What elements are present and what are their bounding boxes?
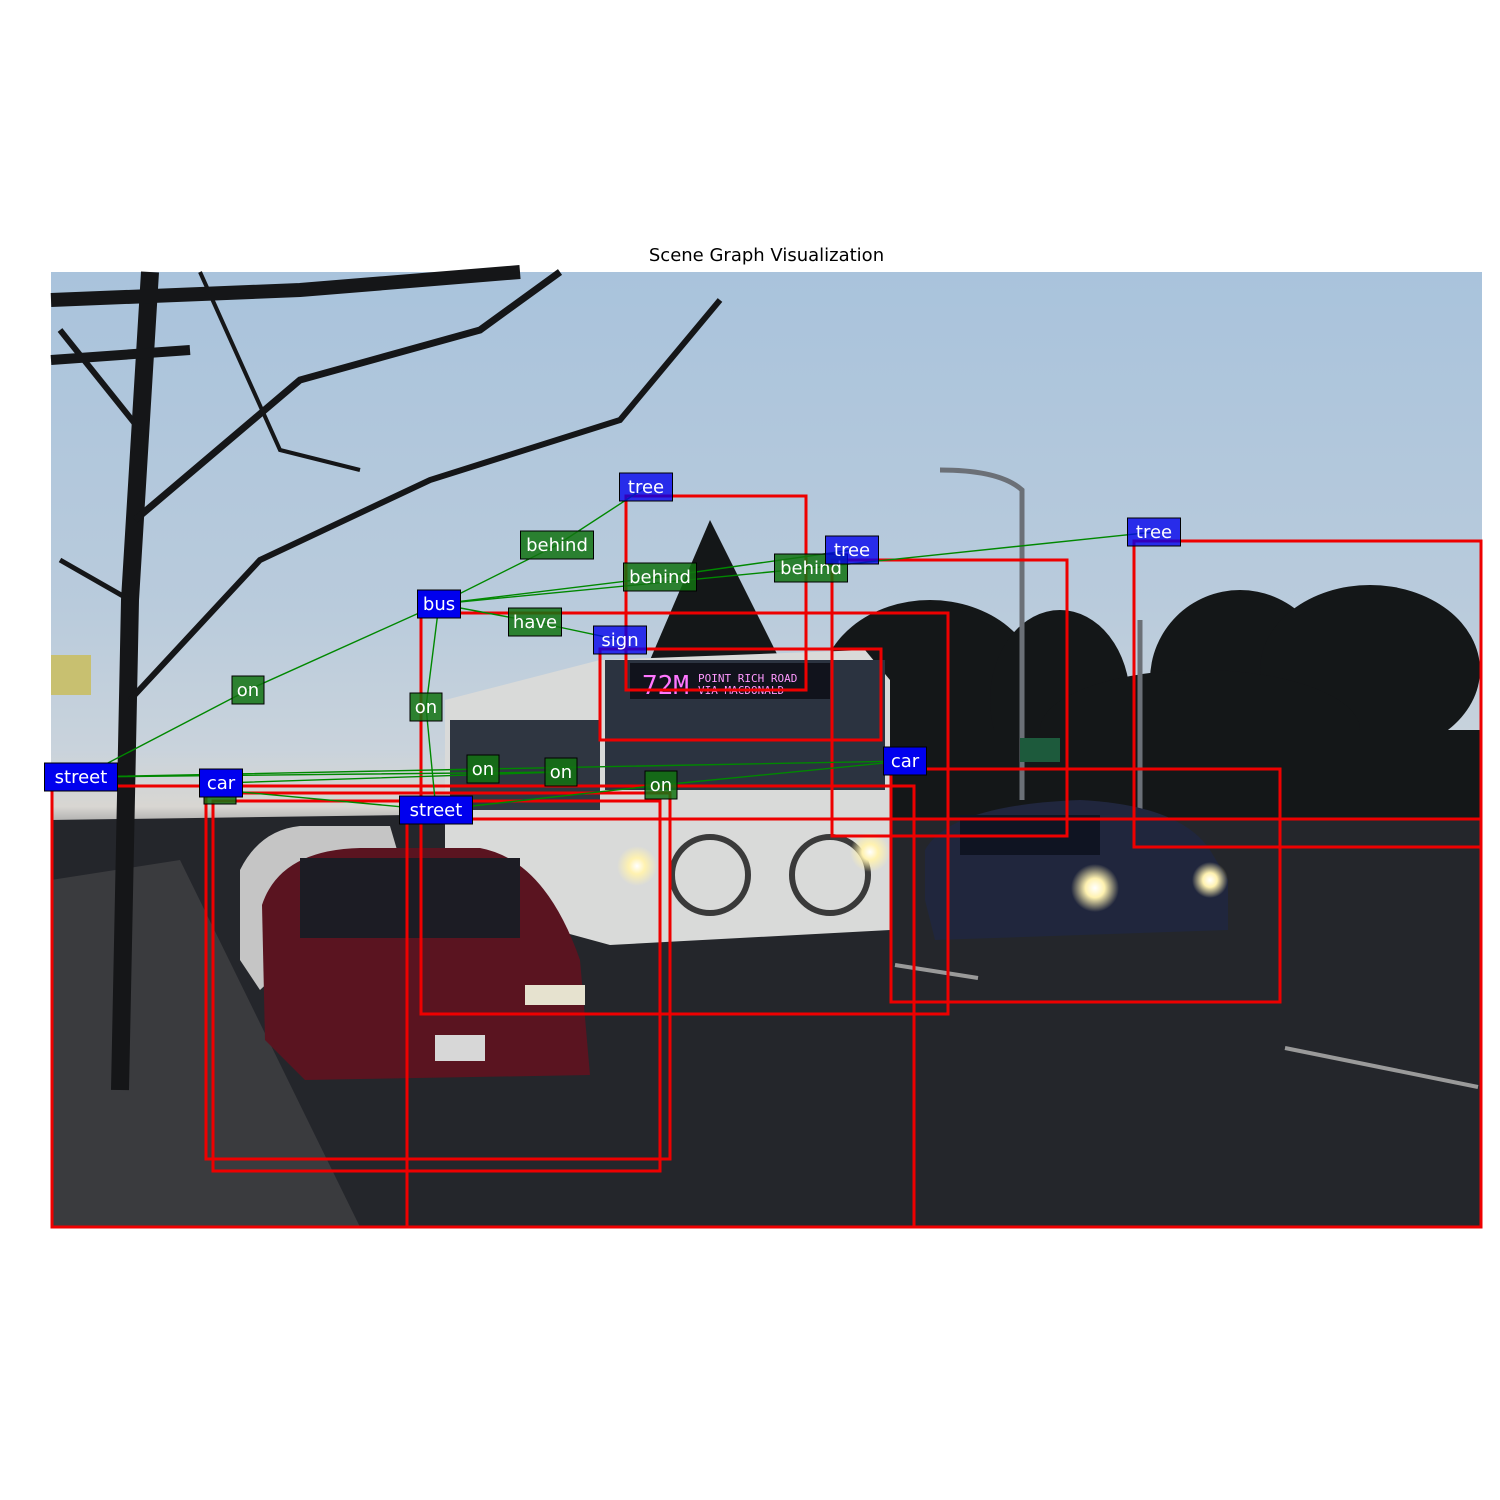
relation-label-r-on-1-bg: [231, 675, 265, 705]
relation-label-r-have-text: have: [513, 612, 557, 633]
relation-label-r-behind-1-bg: [520, 530, 594, 560]
node-label-n-street-2-bg: [399, 795, 473, 825]
relation-label-r-on-1: on: [231, 675, 265, 705]
relation-label-r-on-3-text: on: [472, 759, 494, 780]
relation-label-r-on-4: on: [644, 770, 678, 800]
node-label-n-tree-3-text: tree: [1136, 522, 1172, 543]
relation-label-r-on-4-text: on: [650, 775, 672, 796]
node-label-n-bus-text: bus: [423, 594, 455, 615]
relation-label-r-on-3-bg: [466, 754, 500, 784]
bbox-car-2: [204, 791, 672, 1161]
node-label-n-tree-1: tree: [619, 472, 673, 502]
relation-label-r-behind-1: behind: [520, 530, 594, 560]
bbox-car-1: [889, 767, 1282, 1004]
node-label-n-tree-1-text: tree: [628, 477, 664, 498]
branches: [50, 265, 723, 1091]
relation-label-r-behind-2-text: behind: [629, 567, 691, 588]
node-label-n-car-1: car: [883, 746, 927, 776]
node-label-n-sign: sign: [593, 625, 647, 655]
node-label-n-sign-bg: [593, 625, 647, 655]
node-label-n-tree-2-text: tree: [834, 540, 870, 561]
node-labels: tree tree tree bus sign car car street street: [44, 472, 1181, 825]
tree-silhouettes: [650, 520, 1480, 820]
relation-label-r-behind-3-bg: [774, 553, 848, 583]
node-label-n-tree-2: tree: [825, 535, 879, 565]
node-label-n-car-2-bg: [199, 768, 243, 798]
bbox-tree-1: [624, 494, 808, 692]
node-label-n-tree-3: tree: [1127, 517, 1181, 547]
bbox-street-2: [405, 817, 1483, 1229]
node-label-n-car-1-bg: [883, 746, 927, 776]
node-label-n-street-2: street: [399, 795, 473, 825]
road-markings: [894, 963, 1479, 1089]
street-pole: [939, 467, 1143, 820]
node-label-n-sign-text: sign: [601, 630, 638, 651]
relation-label-r-on-5: on: [544, 757, 578, 787]
relation-label-r-on-2: on: [409, 692, 443, 722]
node-label-n-street-2-text: street: [410, 800, 463, 821]
relation-label-r-on-5-bg: [544, 757, 578, 787]
node-label-n-car-1-text: car: [891, 751, 920, 772]
photo-background: 72M POINT RICH ROAD VIA MACDONALD: [50, 265, 1482, 1227]
bbox-tree-3: [1132, 539, 1483, 849]
node-label-n-street-1-bg: [44, 762, 118, 792]
storefront-sign: [51, 655, 91, 695]
svg-text:POINT RICH ROAD: POINT RICH ROAD: [698, 672, 797, 685]
relation-label-r-have: have: [508, 607, 562, 637]
relation-label-r-on-2-text: on: [415, 697, 437, 718]
relation-labels: behindbehindbehindhaveonononononon: [203, 530, 848, 805]
relation-label-r-on-1-text: on: [237, 680, 259, 701]
relation-label-r-on-5-text: on: [550, 762, 572, 783]
node-label-n-street-1-text: street: [55, 767, 108, 788]
node-label-n-car-2: car: [199, 768, 243, 798]
red-car-shape: [262, 848, 590, 1080]
relation-label-r-behind-2: behind: [623, 562, 697, 592]
relation-label-r-on-2-bg: [409, 692, 443, 722]
node-label-n-street-1: street: [44, 762, 118, 792]
relation-label-r-have-bg: [508, 607, 562, 637]
node-label-n-tree-2-bg: [825, 535, 879, 565]
node-label-n-bus: bus: [417, 589, 461, 619]
svg-text:72M: 72M: [642, 671, 689, 701]
node-label-n-tree-3-bg: [1127, 517, 1181, 547]
relation-label-r-behind-2-bg: [623, 562, 697, 592]
street-sign: [1020, 738, 1060, 762]
node-label-n-tree-1-bg: [619, 472, 673, 502]
relation-label-r-on-3: on: [466, 754, 500, 784]
figure-title: Scene Graph Visualization: [648, 245, 885, 266]
node-label-n-car-2-text: car: [207, 773, 236, 794]
node-label-n-bus-bg: [417, 589, 461, 619]
bbox-sign: [598, 647, 883, 742]
relation-label-r-on-4-bg: [644, 770, 678, 800]
relation-label-r-behind-1-text: behind: [526, 535, 588, 556]
